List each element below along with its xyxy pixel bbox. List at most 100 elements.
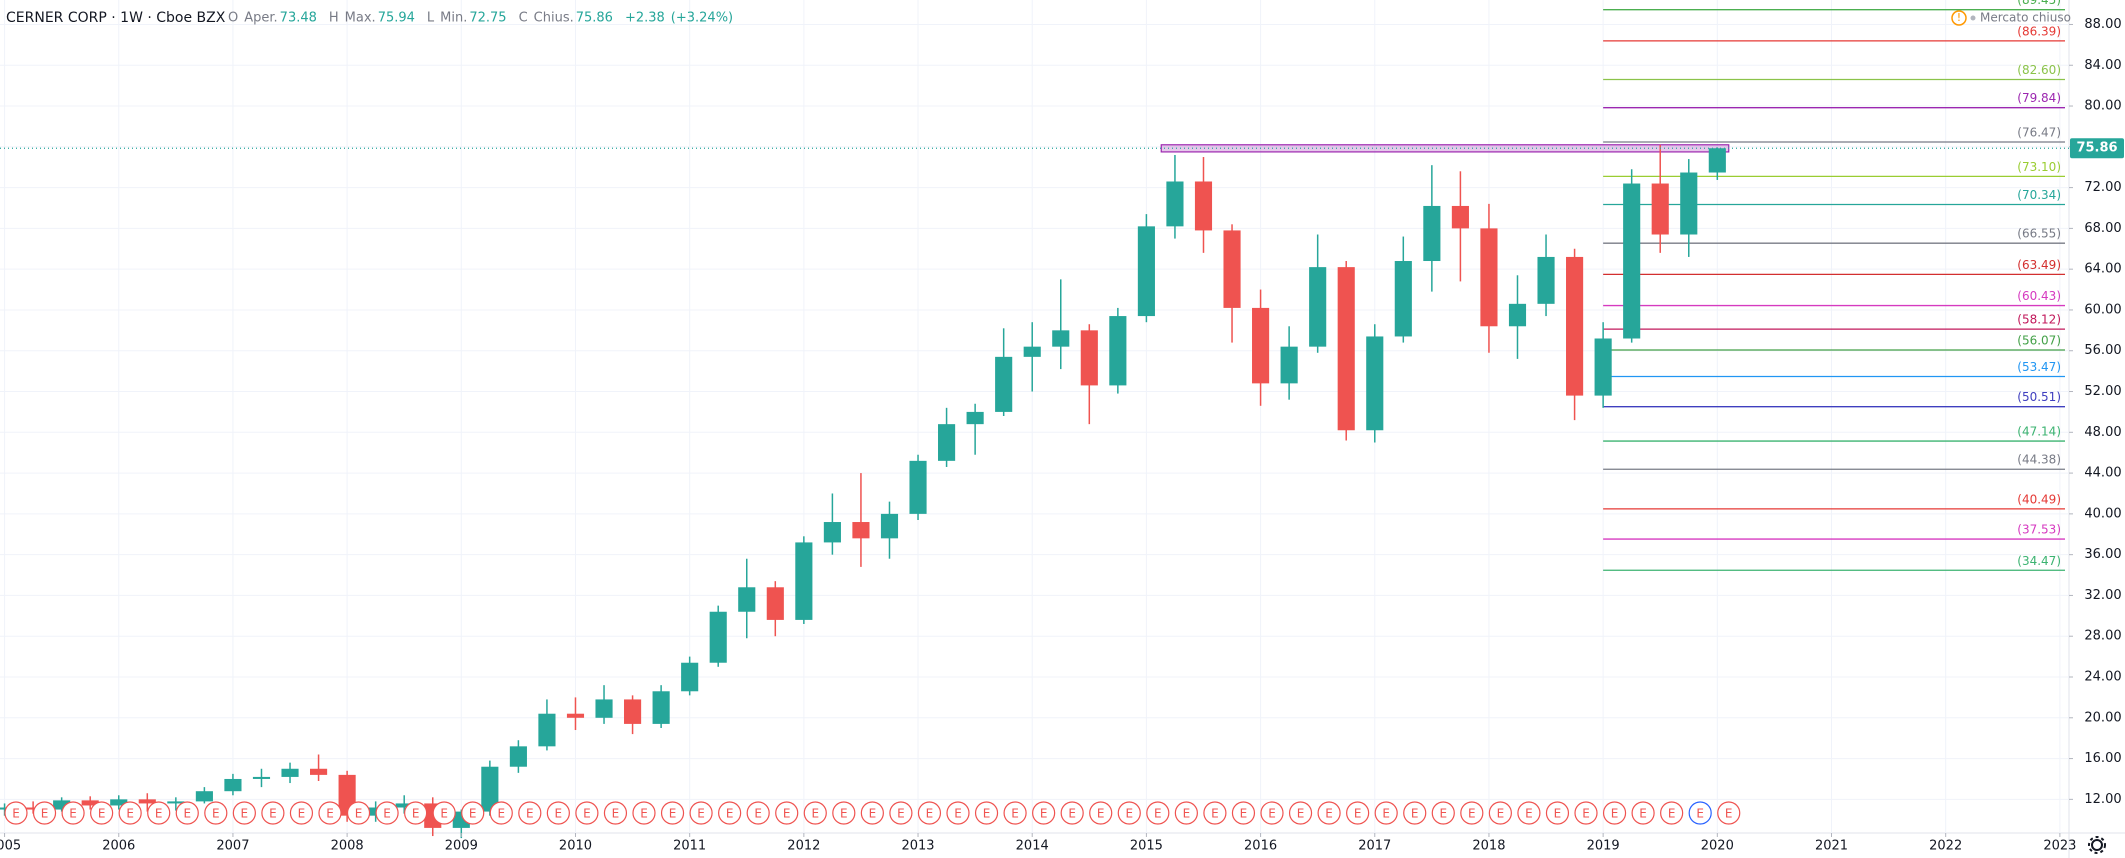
x-tick-label: 2022: [1929, 839, 1962, 854]
fib-label: (34.47): [2017, 554, 2061, 568]
earnings-marker: [718, 801, 742, 825]
earnings-marker: [175, 801, 199, 825]
x-tick-label: 2013: [901, 839, 934, 854]
candle-body: [481, 766, 499, 812]
candle-body: [81, 800, 99, 806]
candle-body: [681, 662, 699, 692]
candle-body: [1651, 183, 1669, 235]
earnings-marker: [204, 801, 228, 825]
fib-label: (63.49): [2017, 258, 2061, 272]
ohlc-value: 75.94: [378, 11, 415, 26]
fib-label: (60.43): [2017, 289, 2061, 303]
earnings-label: E: [155, 807, 163, 821]
earnings-marker: [375, 801, 399, 825]
earnings-marker: [1545, 801, 1570, 825]
earnings-marker: [1146, 801, 1170, 825]
candle-body: [1280, 346, 1298, 384]
status-dot: [1970, 15, 1976, 21]
earnings-marker: [518, 801, 542, 825]
y-tick-label: 32.00: [2084, 588, 2121, 603]
earnings-label: E: [1211, 807, 1219, 821]
earnings-label: E: [726, 807, 734, 821]
ohlc-value: 73.48: [280, 11, 317, 26]
fib-label: (58.12): [2017, 313, 2061, 327]
earnings-marker: [946, 801, 970, 825]
earnings-label: E: [1354, 807, 1362, 821]
candle-body: [110, 799, 128, 806]
candle-body: [595, 699, 613, 718]
candle-body: [1309, 267, 1327, 347]
earnings-marker: [90, 801, 114, 825]
fib-label: (82.60): [2017, 63, 2061, 77]
candle-body: [53, 800, 71, 810]
candle-body: [938, 424, 956, 461]
ohlc-label: Aper.: [244, 11, 277, 26]
earnings-label: E: [241, 807, 249, 821]
earnings-label: E: [869, 807, 877, 821]
candle-body: [652, 691, 670, 724]
settings-icon: [2091, 839, 2103, 851]
fib-label: (37.53): [2017, 523, 2061, 537]
candle-body: [1252, 307, 1270, 384]
candle-body: [1223, 230, 1241, 308]
earnings-label: E: [555, 807, 563, 821]
fib-label: (56.07): [2017, 334, 2061, 348]
earnings-marker: [1089, 801, 1113, 825]
x-tick-label: 2010: [559, 839, 592, 854]
earnings-marker: [289, 801, 314, 825]
fib-label: (76.47): [2017, 126, 2061, 140]
x-tick-label: 2012: [787, 839, 820, 854]
earnings-label: E: [355, 807, 363, 821]
settings-button[interactable]: [2088, 836, 2106, 854]
candle-body: [1137, 226, 1155, 317]
x-tick-label: 2023: [2043, 839, 2076, 854]
earnings-label: E: [811, 807, 819, 821]
x-tick-label: 2019: [1587, 839, 1620, 854]
earnings-marker: [832, 801, 856, 825]
y-tick-label: 84.00: [2084, 58, 2121, 73]
earnings-marker: [346, 801, 371, 825]
earnings-label: E: [98, 807, 106, 821]
y-tick-label: 88.00: [2084, 17, 2121, 32]
x-tick-label: 2017: [1358, 839, 1391, 854]
earnings-label: E: [1154, 807, 1162, 821]
earnings-marker: [889, 801, 913, 825]
earnings-marker: [775, 801, 799, 825]
candle-body: [395, 803, 413, 808]
earnings-marker: [974, 801, 999, 825]
earnings-label: E: [983, 807, 991, 821]
y-tick-label: 52.00: [2084, 384, 2121, 399]
earnings-label: E: [69, 807, 77, 821]
earnings-label: E: [1011, 807, 1019, 821]
earnings-marker: [489, 801, 513, 825]
y-tick-label: 72.00: [2084, 180, 2121, 195]
earnings-label: E: [1725, 807, 1733, 821]
change: +2.38: [625, 11, 665, 26]
earnings-label: E: [754, 807, 762, 821]
fib-label: (44.38): [2017, 453, 2061, 467]
x-tick-label: 2011: [673, 839, 706, 854]
ohlc-key: L: [427, 11, 435, 26]
earnings-marker: [1346, 801, 1370, 825]
earnings-marker: [261, 801, 285, 825]
earnings-label: E: [1040, 807, 1048, 821]
earnings-label: E: [1297, 807, 1305, 821]
candle-body: [167, 801, 185, 804]
y-tick-label: 28.00: [2084, 629, 2121, 644]
earnings-marker: [1117, 801, 1141, 825]
earnings-label: E: [840, 807, 848, 821]
candle-body: [1423, 205, 1441, 262]
candle-body: [823, 522, 841, 543]
ohlc-key: H: [329, 11, 339, 26]
candle-body: [1052, 330, 1070, 347]
fib-label: (66.55): [2017, 227, 2061, 241]
earnings-marker: [546, 801, 570, 825]
earnings-label: E: [326, 807, 334, 821]
earnings-label: E: [1325, 807, 1333, 821]
candle-body: [1451, 205, 1469, 229]
candle-body: [24, 807, 42, 810]
status-icon[interactable]: [1951, 10, 1967, 26]
candle-body: [1566, 256, 1584, 396]
earnings-label: E: [469, 807, 477, 821]
